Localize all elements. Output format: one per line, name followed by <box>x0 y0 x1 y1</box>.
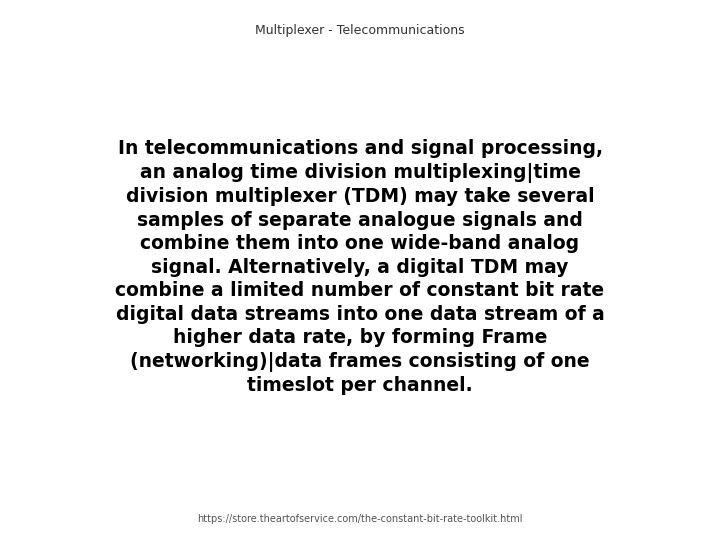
Text: https://store.theartofservice.com/the-constant-bit-rate-toolkit.html: https://store.theartofservice.com/the-co… <box>197 514 523 524</box>
Text: In telecommunications and signal processing,
an analog time division multiplexin: In telecommunications and signal process… <box>115 139 605 395</box>
Text: Multiplexer - Telecommunications: Multiplexer - Telecommunications <box>255 24 465 37</box>
